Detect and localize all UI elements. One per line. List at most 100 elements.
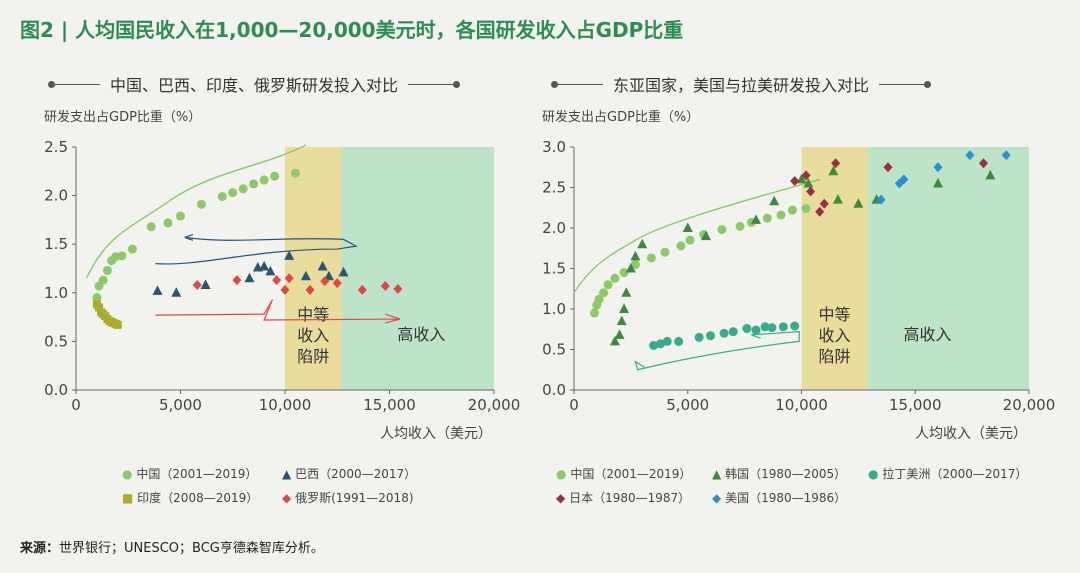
latam-data-point [742, 323, 752, 333]
latam-data-point [662, 336, 672, 346]
y-tick-label: 0.5 [44, 332, 68, 350]
korea-data-point [619, 303, 630, 313]
x-tick-label: 10,000 [775, 396, 828, 414]
latam-data-point [728, 327, 738, 337]
legend-india: ■ 印度（2008—2019） [122, 489, 258, 506]
right-panel-title: 东亚国家，美国与拉美研发投入对比 [551, 72, 932, 96]
china-data-point [228, 188, 238, 198]
brazil-data-point [171, 287, 182, 297]
japan-data-point [819, 198, 829, 209]
brazil-data-point [259, 261, 270, 271]
brazil-data-point [323, 270, 334, 281]
china-data-point [599, 288, 609, 298]
title-rule-left [48, 80, 100, 88]
russia-data-point [280, 284, 290, 295]
x-tick-label: 15,000 [363, 396, 416, 414]
korea-data-point [700, 230, 711, 241]
region-label: 收入 [818, 326, 850, 345]
korea-data-point [630, 250, 641, 261]
china-data-point [610, 273, 620, 283]
usa-data-point [933, 162, 943, 173]
legend-label: 巴西（2000—2017） [295, 467, 417, 481]
middle-income-trap-region [801, 147, 868, 390]
korea-data-point [609, 335, 620, 346]
source-label: 来源： [20, 541, 60, 556]
legend-japan: ◆ 日本（1980—1987） [556, 489, 690, 506]
china-data-point [685, 235, 695, 245]
brazil-data-point [284, 250, 295, 260]
left-y-axis-label: 研发支出占GDP比重（%） [44, 110, 202, 125]
legend-triangle-icon: ▲ [712, 467, 722, 481]
high-income-region [341, 147, 494, 390]
legend-label: 拉丁美洲（2000—2017） [882, 467, 1028, 481]
china-data-point [146, 222, 156, 232]
china-data-point [619, 268, 629, 278]
latam-trend-arrow [634, 331, 800, 371]
source-note: 来源：世界银行；UNESCO；BCG亨德森智库分析。 [20, 537, 324, 556]
legend-label: 中国（2001—2019） [570, 467, 692, 481]
y-tick-label: 2.0 [44, 187, 68, 205]
brazil-data-point [200, 279, 211, 290]
right-panel-title-text: 东亚国家，美国与拉美研发投入对比 [613, 76, 870, 95]
y-tick-label: 2.5 [542, 179, 566, 197]
legend-label: 韩国（1980—2005） [725, 467, 847, 481]
japan-data-point [790, 176, 800, 187]
china-data-point [776, 210, 786, 220]
japan-data-point [979, 158, 988, 169]
latam-data-point [767, 323, 777, 333]
china-data-point [117, 251, 127, 261]
legend-russia: ◆ 俄罗斯(1991—2018) [282, 489, 414, 506]
region-label: 陷阱 [297, 347, 329, 366]
china-data-point [717, 225, 727, 235]
korea-data-point [933, 177, 943, 188]
china-data-point [630, 259, 640, 269]
russia-data-point [305, 284, 315, 295]
korea-data-point [751, 214, 761, 224]
korea-data-point [616, 315, 627, 326]
latam-data-point [694, 332, 704, 342]
x-tick-label: 10,000 [259, 396, 312, 414]
latam-data-point [649, 340, 659, 350]
usa-data-point [1001, 150, 1011, 161]
chart-figure-title: 图2 | 人均国民收入在1,000—20,000美元时，各国研发收入占GDP比重 [20, 18, 684, 42]
korea-data-point [985, 169, 996, 180]
x-tick-label: 20,000 [468, 396, 521, 414]
x-tick-label: 15,000 [889, 396, 942, 414]
china-data-point [217, 192, 227, 202]
japan-data-point [806, 186, 816, 197]
japan-data-point [801, 170, 811, 181]
brazil-data-point [338, 266, 349, 277]
y-tick-label: 2.0 [542, 219, 566, 237]
russia-data-point [192, 280, 202, 291]
legend-triangle-icon: ▲ [282, 467, 292, 481]
korea-data-point [828, 165, 839, 176]
china-data-point [762, 213, 772, 223]
legend-circle-icon: ● [556, 467, 567, 481]
y-tick-label: 0.0 [542, 381, 566, 399]
china-trend-arrow [573, 178, 820, 294]
russia-data-point [272, 275, 282, 286]
legend-label: 俄罗斯(1991—2018) [295, 491, 414, 505]
korea-data-point [625, 263, 636, 273]
korea-data-point [832, 194, 843, 204]
china-data-point [676, 241, 686, 251]
china-data-point [127, 244, 137, 254]
brazil-data-point [265, 265, 276, 276]
korea-data-point [682, 222, 693, 232]
y-tick-label: 1.0 [44, 284, 68, 302]
china-data-point [259, 175, 269, 185]
korea-data-point [853, 198, 864, 208]
latam-data-point [719, 328, 729, 338]
title-rule-right [408, 80, 461, 88]
latam-data-point [706, 331, 715, 341]
japan-data-point [815, 206, 825, 217]
right-y-axis-label: 研发支出占GDP比重（%） [542, 110, 700, 125]
china-data-point [98, 275, 108, 285]
russia-trend-arrow [155, 299, 401, 324]
korea-data-point [637, 238, 648, 249]
x-axis-label: 人均收入（美元） [915, 426, 1027, 442]
china-data-point [238, 184, 248, 194]
brazil-data-point [244, 272, 255, 283]
